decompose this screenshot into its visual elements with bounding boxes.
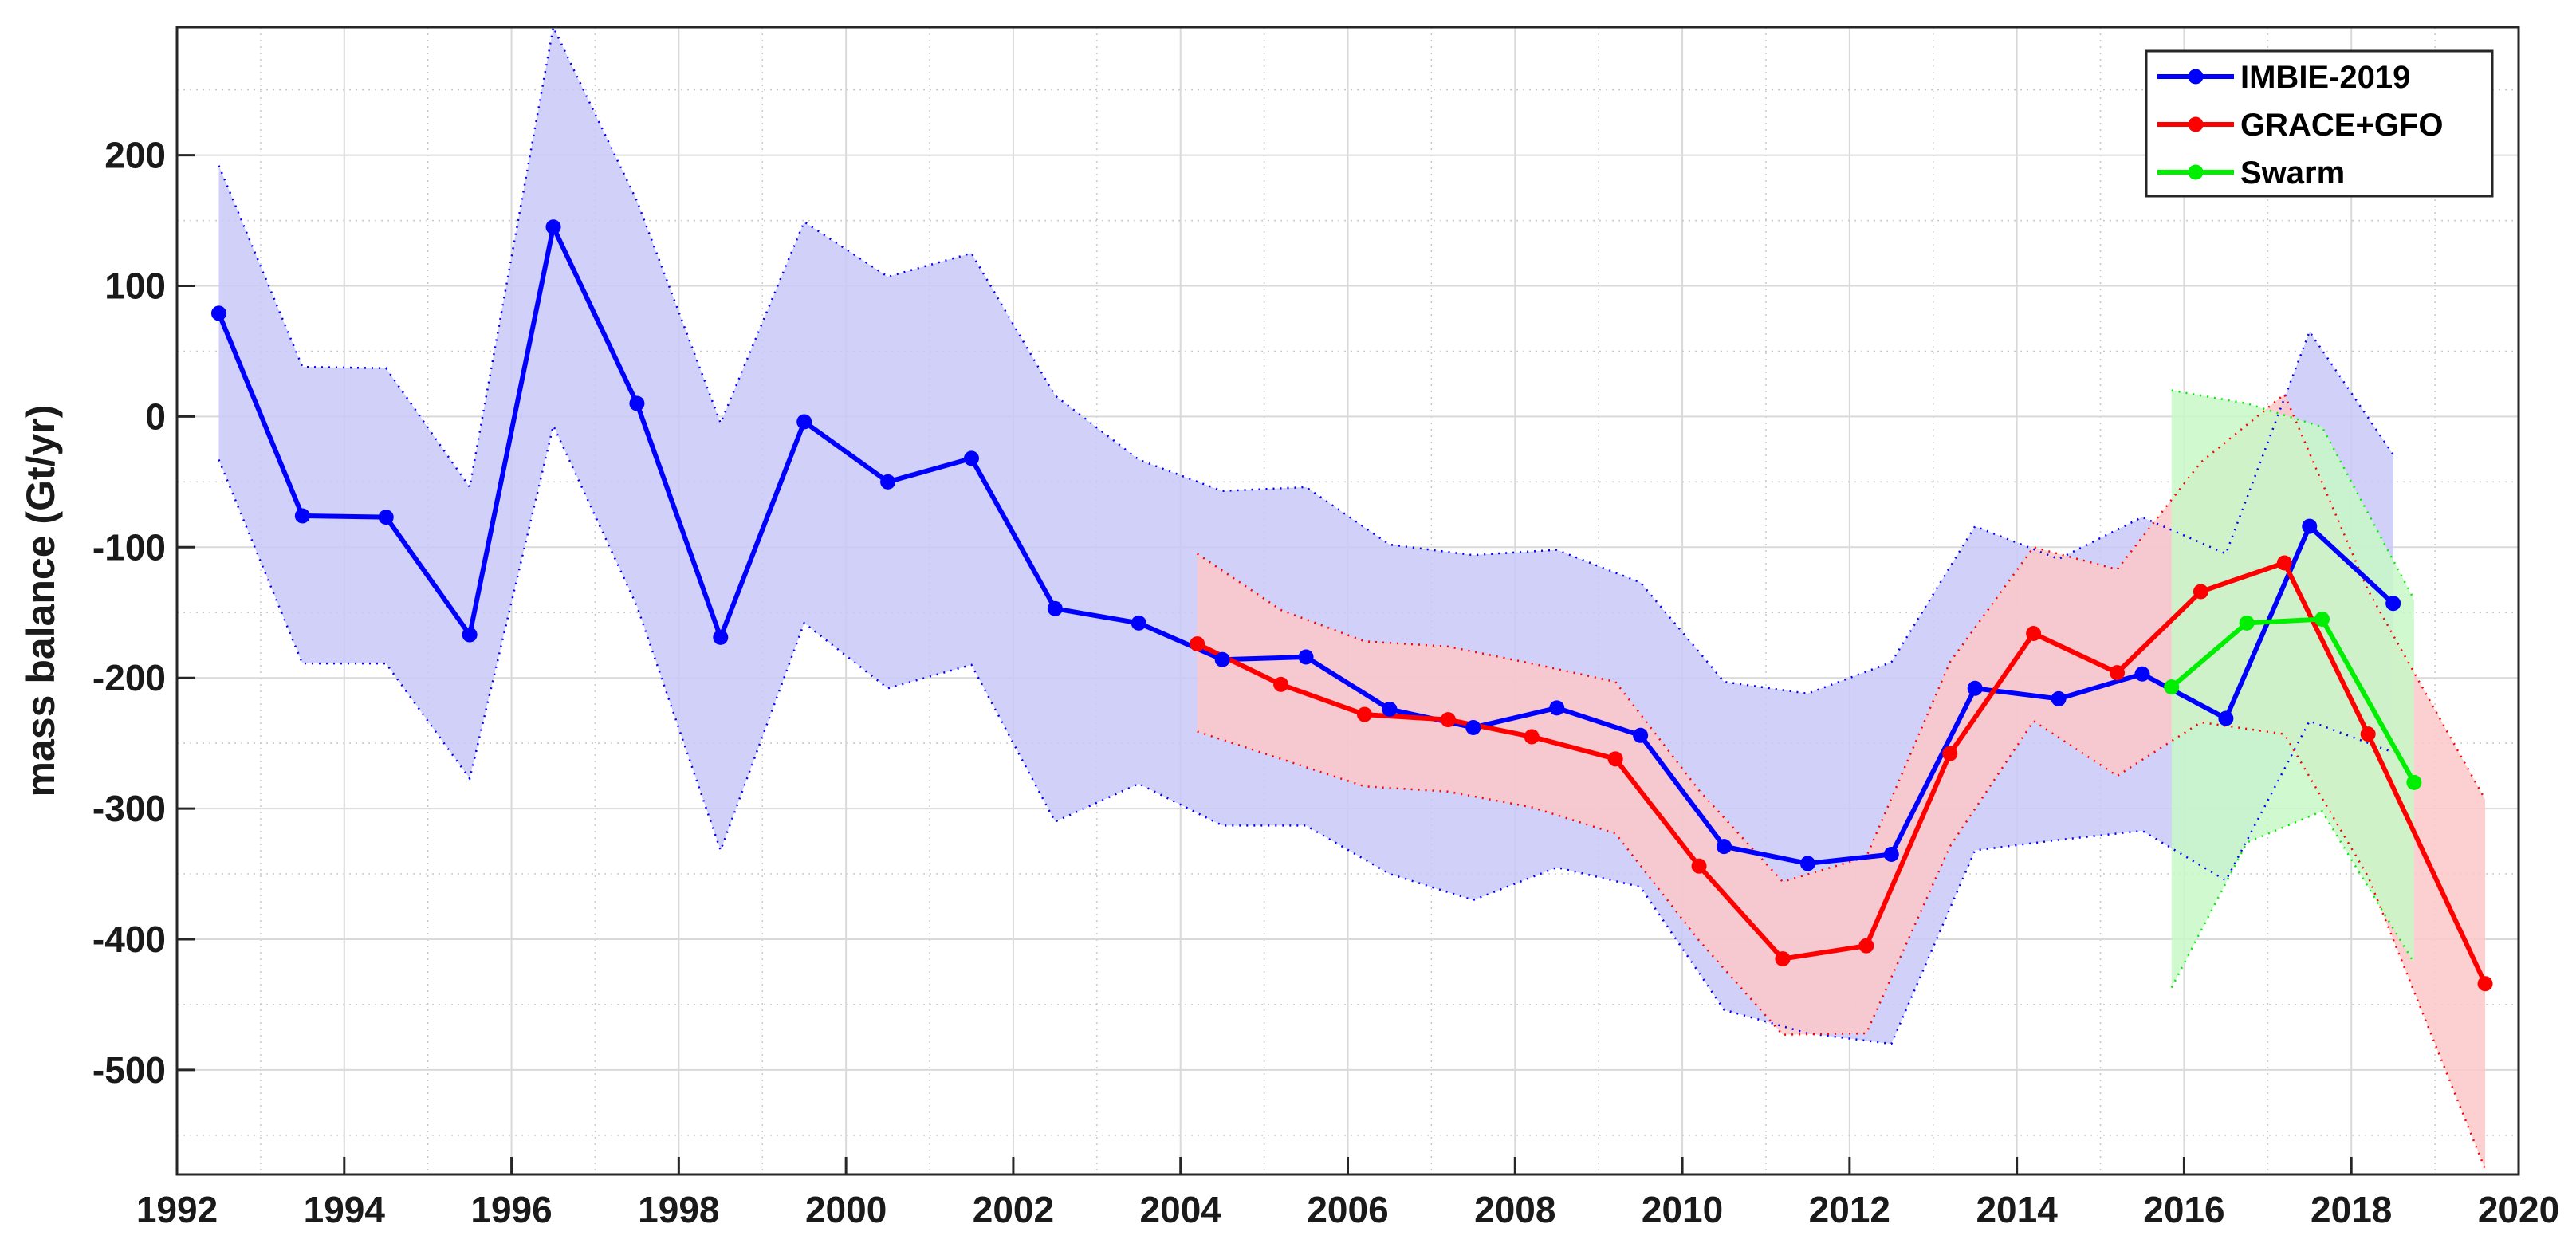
grace-gfo-point-9 (1942, 746, 1958, 761)
swarm-point-0 (2164, 679, 2180, 695)
imbie-2019-point-2 (378, 510, 394, 525)
imbie-2019-point-19 (1799, 856, 1815, 871)
legend-label-swarm: Swarm (2240, 155, 2345, 191)
legend: IMBIE-2019 GRACE+GFO Swarm (2145, 49, 2494, 198)
grace-gfo-point-8 (1858, 938, 1874, 954)
y-tick-label-100: 100 (104, 266, 166, 307)
imbie-2019-point-7 (796, 414, 812, 430)
y-tick-label-400: -400 (92, 919, 166, 960)
grace-gfo-point-12 (2193, 584, 2208, 600)
x-tick-label-2004: 2004 (1140, 1189, 1222, 1230)
imbie-2019-point-14 (1382, 702, 1398, 718)
legend-label-grace-gfo: GRACE+GFO (2240, 108, 2443, 143)
grace-gfo-point-6 (1691, 858, 1707, 874)
imbie-2019-point-26 (2385, 596, 2401, 612)
grace-gfo-point-15 (2477, 976, 2493, 992)
imbie-2019-point-18 (1717, 839, 1732, 855)
imbie-2019-point-15 (1465, 719, 1481, 735)
legend-marker-imbie-2019 (2188, 69, 2204, 85)
imbie-2019-point-0 (210, 305, 226, 321)
imbie-2019-point-11 (1131, 615, 1146, 631)
x-tick-label-1996: 1996 (470, 1189, 552, 1230)
grace-gfo-point-14 (2360, 726, 2376, 742)
y-tick-label-300: -300 (92, 788, 166, 829)
imbie-2019-point-5 (629, 395, 645, 411)
grace-gfo-point-0 (1190, 636, 1205, 652)
imbie-2019-point-20 (1883, 846, 1899, 862)
grace-gfo-point-2 (1356, 706, 1372, 722)
imbie-2019-point-3 (462, 627, 478, 643)
swarm-point-1 (2239, 615, 2255, 631)
imbie-2019-point-10 (1047, 600, 1063, 616)
uncertainty-bounds (218, 23, 2487, 1170)
imbie-2019-point-25 (2302, 518, 2318, 534)
x-tick-label-1998: 1998 (638, 1189, 719, 1230)
imbie-2019-point-24 (2218, 710, 2234, 726)
grace-gfo-point-13 (2276, 555, 2292, 571)
x-tick-label-2010: 2010 (1642, 1189, 1723, 1230)
swarm-point-2 (2314, 611, 2330, 627)
legend-marker-grace-gfo (2188, 116, 2204, 132)
grace-gfo-uncertainty-band (1197, 394, 2486, 1170)
imbie-2019-point-4 (545, 219, 561, 235)
swarm-point-3 (2406, 774, 2422, 790)
grace-gfo-point-4 (1524, 729, 1540, 745)
y-tick-label-200: 200 (104, 135, 166, 176)
y-tick-label-200: -200 (92, 657, 166, 698)
imbie-2019-point-6 (713, 629, 729, 645)
legend-marker-swarm (2188, 164, 2204, 180)
grace-gfo-point-10 (2026, 625, 2042, 641)
imbie-2019-point-16 (1549, 700, 1565, 716)
imbie-2019-point-23 (2134, 666, 2150, 682)
swarm-uncertainty-band (2171, 390, 2414, 988)
x-tick-label-1992: 1992 (136, 1189, 218, 1230)
imbie-2019-point-12 (1214, 651, 1230, 667)
imbie-2019-point-1 (294, 508, 310, 524)
imbie-2019-uncertainty-band (218, 27, 2393, 1045)
y-axis-ticks: 200 100 0 -100 -200 -300 -400 -500 (92, 135, 195, 1091)
y-tick-label-100: -100 (92, 526, 166, 568)
grace-gfo-point-3 (1440, 712, 1456, 728)
x-tick-label-2016: 2016 (2143, 1189, 2224, 1230)
x-tick-label-2018: 2018 (2311, 1189, 2392, 1230)
uncertainty-bands (218, 27, 2486, 1170)
x-axis-ticks: 1992 1994 1996 1998 2000 2002 2004 2006 2008 2010… (136, 1157, 2559, 1230)
y-axis-label: mass balance (Gt/yr) (18, 405, 63, 797)
x-tick-label-2012: 2012 (1809, 1189, 1890, 1230)
imbie-2019-point-9 (963, 450, 979, 466)
legend-label-imbie-2019: IMBIE-2019 (2240, 60, 2410, 95)
imbie-2019-point-22 (2051, 690, 2067, 706)
grace-gfo-point-7 (1775, 951, 1791, 967)
grace-gfo-line (1196, 560, 2488, 985)
imbie-2019-point-17 (1633, 727, 1649, 743)
imbie-2019-point-21 (1967, 680, 1983, 696)
x-tick-label-1994: 1994 (304, 1189, 386, 1230)
swarm-line (2169, 616, 2417, 784)
x-tick-label-2014: 2014 (1976, 1189, 2058, 1230)
grace-gfo-point-5 (1607, 751, 1623, 767)
swarm-upper-bound (2171, 389, 2415, 600)
x-tick-label-2020: 2020 (2478, 1189, 2559, 1230)
y-tick-label-500: -500 (92, 1049, 166, 1091)
x-tick-label-2008: 2008 (1474, 1189, 1555, 1230)
y-tick-label-0: 0 (145, 395, 166, 437)
series-points (210, 219, 2493, 992)
x-tick-label-2000: 2000 (805, 1189, 887, 1230)
imbie-2019-lower-bound (218, 423, 2394, 1045)
imbie-2019-point-8 (880, 474, 896, 490)
grace-gfo-point-11 (2110, 665, 2126, 681)
imbie-2019-point-13 (1298, 649, 1314, 665)
x-tick-label-2006: 2006 (1307, 1189, 1388, 1230)
x-tick-label-2002: 2002 (973, 1189, 1054, 1230)
grace-gfo-point-1 (1273, 676, 1289, 692)
